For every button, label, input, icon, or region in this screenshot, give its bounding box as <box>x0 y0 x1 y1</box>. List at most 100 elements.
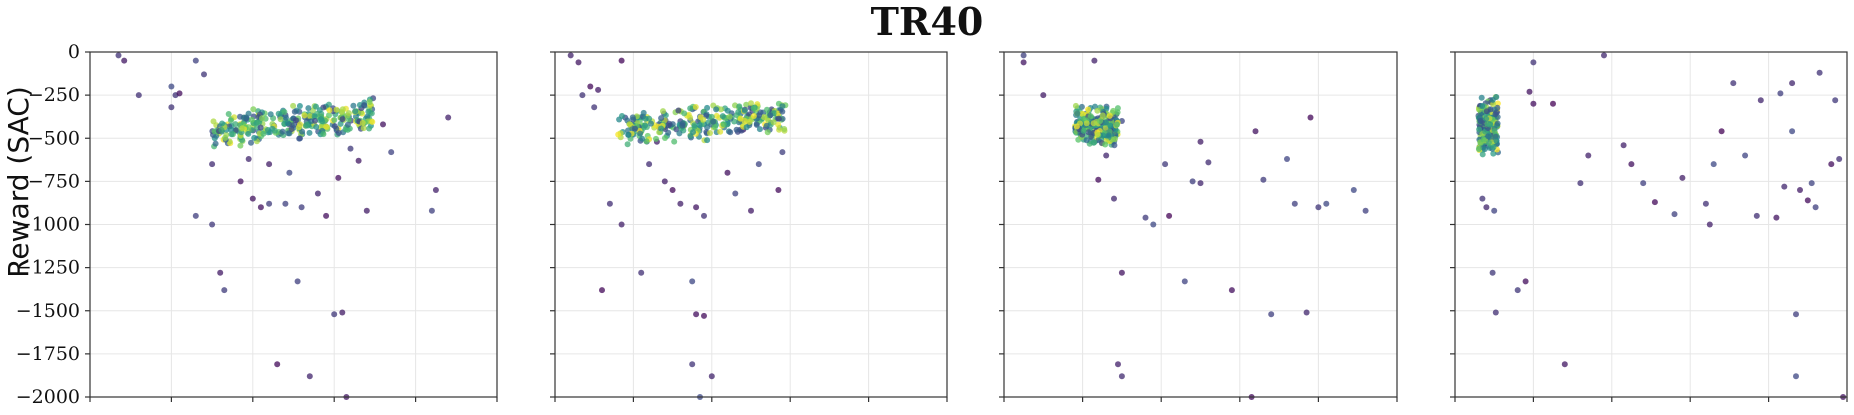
scatter-point <box>1105 132 1112 139</box>
scatter-point <box>1781 183 1788 190</box>
scatter-point <box>364 113 371 120</box>
scatter-point <box>733 126 740 133</box>
scatter-point <box>1483 115 1490 122</box>
scatter-point <box>764 106 770 113</box>
scatter-point <box>1828 161 1835 168</box>
scatter-point <box>732 190 739 197</box>
scatter-point <box>1102 124 1109 131</box>
scatter-point <box>338 108 345 115</box>
scatter-point <box>339 116 346 123</box>
scatter-point <box>779 149 786 156</box>
scatter-point <box>639 135 646 142</box>
scatter-point <box>1492 111 1499 118</box>
scatter-point <box>764 129 771 136</box>
scatter-point <box>361 102 368 109</box>
scatter-point <box>1793 373 1799 380</box>
scatter-point <box>320 131 327 138</box>
scatter-point <box>775 121 782 128</box>
scatter-point <box>770 119 777 126</box>
scatter-point <box>696 122 703 129</box>
scatter-point <box>1478 94 1485 101</box>
scatter-point <box>1812 204 1819 211</box>
scatter-point <box>1114 109 1121 116</box>
y-tick-label: −750 <box>28 170 80 192</box>
scatter-point <box>352 108 359 115</box>
scatter-point <box>275 110 282 117</box>
scatter-point <box>303 121 310 128</box>
scatter-point <box>311 113 318 120</box>
scatter-point <box>306 373 313 380</box>
scatter-point <box>1671 211 1678 218</box>
y-tick-label: −1500 <box>16 300 80 322</box>
scatter-point <box>710 118 717 125</box>
scatter-point <box>781 126 788 132</box>
scatter-point <box>708 113 715 120</box>
scatter-panels <box>85 51 1848 402</box>
scatter-point <box>1303 309 1310 316</box>
scatter-point <box>658 125 665 132</box>
scatter-point <box>724 169 731 176</box>
scatter-point <box>345 110 352 117</box>
scatter-point <box>1526 88 1533 95</box>
scatter-point <box>1097 118 1104 124</box>
scatter-point <box>360 125 367 132</box>
scatter-point <box>717 106 724 113</box>
scatter-point <box>1252 128 1259 135</box>
scatter-point <box>1323 200 1330 207</box>
scatter-point <box>717 128 724 135</box>
scatter-point <box>326 112 332 119</box>
scatter-point <box>1757 97 1764 104</box>
scatter-point <box>121 57 128 64</box>
figure-title: TR40 <box>871 0 984 44</box>
scatter-point <box>331 117 338 123</box>
scatter-point <box>1484 120 1491 127</box>
scatter-point <box>1072 102 1079 109</box>
scatter-point <box>677 200 684 207</box>
scatter-point <box>615 131 622 138</box>
scatter-point <box>704 104 711 111</box>
scatter-point <box>743 101 750 108</box>
scatter-point <box>1710 161 1717 168</box>
scatter-point <box>245 130 252 137</box>
scatter-point <box>726 113 733 120</box>
scatter-point <box>176 90 183 97</box>
scatter-point <box>335 174 342 181</box>
scatter-point <box>595 86 602 93</box>
scatter-point <box>1483 204 1490 211</box>
scatter-point <box>638 269 645 276</box>
y-tick-label: −2000 <box>16 386 80 408</box>
scatter-point <box>1350 187 1357 193</box>
scatter-point <box>314 190 321 197</box>
scatter-point <box>1522 278 1529 285</box>
scatter-point <box>1166 212 1173 219</box>
scatter-point <box>591 104 598 111</box>
scatter-point <box>1476 126 1483 133</box>
scatter-point <box>1205 159 1212 166</box>
scatter-panel-2 <box>550 51 948 402</box>
scatter-point <box>1111 195 1117 202</box>
scatter-point <box>567 52 574 59</box>
scatter-point <box>313 103 319 110</box>
scatter-point <box>365 108 372 115</box>
scatter-point <box>1492 309 1499 316</box>
scatter-point <box>201 71 207 78</box>
scatter-point <box>1074 110 1081 117</box>
scatter-point <box>720 121 727 128</box>
scatter-point <box>1601 52 1607 59</box>
scatter-point <box>1284 156 1290 162</box>
scatter-point <box>331 311 338 318</box>
scatter-point <box>432 187 439 193</box>
scatter-point <box>1628 161 1635 168</box>
scatter-point <box>1577 180 1584 187</box>
scatter-point <box>1706 221 1713 228</box>
scatter-point <box>337 120 344 127</box>
scatter-point <box>232 121 239 128</box>
scatter-point <box>217 269 224 276</box>
scatter-point <box>228 131 235 138</box>
scatter-point <box>1114 121 1120 128</box>
scatter-point <box>277 116 284 123</box>
scatter-point <box>1118 269 1125 276</box>
scatter-point <box>283 114 289 121</box>
scatter-point <box>691 122 698 129</box>
